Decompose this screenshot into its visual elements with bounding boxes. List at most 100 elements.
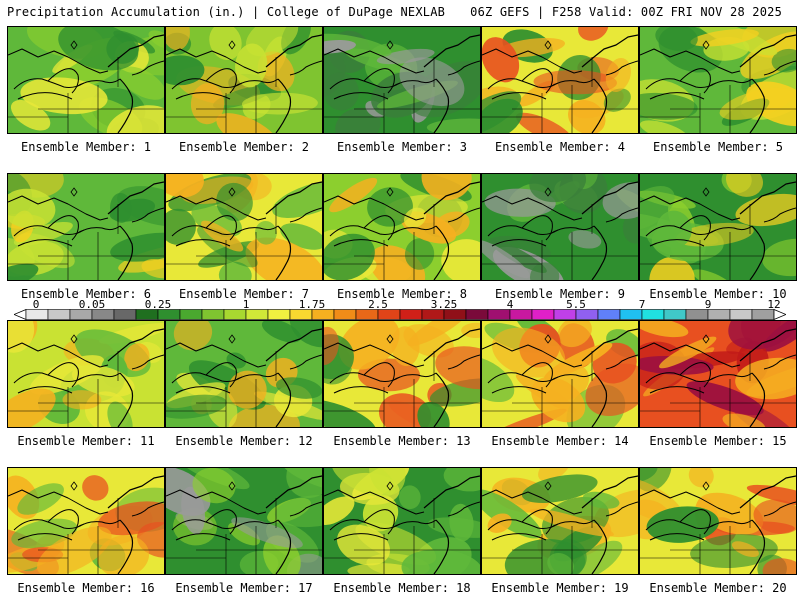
legend-color-swatch [509, 309, 533, 320]
legend-color-swatch [245, 309, 269, 320]
precipitation-map-graphic [640, 321, 796, 427]
precipitation-map-graphic [324, 174, 480, 280]
precipitation-map-graphic [166, 468, 322, 574]
legend-color-swatch [531, 309, 555, 320]
precipitation-map-graphic [8, 468, 164, 574]
legend-color-swatch [399, 309, 423, 320]
precipitation-map-graphic [166, 321, 322, 427]
legend-color-swatch [421, 309, 445, 320]
ensemble-member-label: Ensemble Member: 19 [491, 581, 629, 595]
legend-tick-label: 4 [506, 298, 514, 311]
ensemble-member-panel: Ensemble Member: 15 [639, 320, 797, 448]
precipitation-map-graphic [166, 174, 322, 280]
precipitation-map [481, 467, 639, 575]
ensemble-member-panel: Ensemble Member: 20 [639, 467, 797, 595]
legend-color-swatch [25, 309, 49, 320]
precipitation-map [323, 467, 481, 575]
ensemble-member-label: Ensemble Member: 14 [491, 434, 629, 448]
precipitation-map [323, 173, 481, 281]
ensemble-member-panel: Ensemble Member: 1 [7, 26, 165, 154]
legend-color-swatch [47, 309, 71, 320]
legend-tick-label: 7 [638, 298, 646, 311]
ensemble-member-label: Ensemble Member: 11 [17, 434, 155, 448]
legend-color-swatch [377, 309, 401, 320]
ensemble-member-label: Ensemble Member: 12 [175, 434, 313, 448]
precipitation-map-graphic [482, 174, 638, 280]
legend-color-swatch [267, 309, 291, 320]
legend-color-swatch [641, 309, 665, 320]
precipitation-map [639, 173, 797, 281]
product-title: Precipitation Accumulation (in.) | Colle… [7, 5, 446, 19]
legend-color-swatch [91, 309, 115, 320]
legend-color-swatch [201, 309, 225, 320]
precipitation-map [323, 26, 481, 134]
legend-color-swatch [685, 309, 709, 320]
precipitation-map-graphic [166, 27, 322, 133]
precipitation-map [7, 320, 165, 428]
precipitation-map [165, 26, 323, 134]
precipitation-map-graphic [8, 321, 164, 427]
ensemble-member-label: Ensemble Member: 8 [336, 287, 468, 301]
precipitation-map [639, 467, 797, 575]
legend-color-swatch [443, 309, 467, 320]
legend-color-swatch [289, 309, 313, 320]
ensemble-member-label: Ensemble Member: 5 [652, 140, 784, 154]
precipitation-map-graphic [640, 27, 796, 133]
ensemble-member-panel: Ensemble Member: 9 [481, 173, 639, 301]
legend-color-swatch [333, 309, 357, 320]
legend-color-swatch [553, 309, 577, 320]
legend-tick-label: 2.5 [368, 298, 388, 311]
legend-max-arrow [773, 309, 786, 320]
ensemble-member-panel: Ensemble Member: 12 [165, 320, 323, 448]
ensemble-member-label: Ensemble Member: 6 [20, 287, 152, 301]
precipitation-map [481, 26, 639, 134]
legend-color-swatch [135, 309, 159, 320]
ensemble-member-panel: Ensemble Member: 10 [639, 173, 797, 301]
ensemble-member-panel: Ensemble Member: 7 [165, 173, 323, 301]
precipitation-map [7, 173, 165, 281]
legend-color-swatch [751, 309, 775, 320]
ensemble-member-label: Ensemble Member: 3 [336, 140, 468, 154]
ensemble-member-panel: Ensemble Member: 3 [323, 26, 481, 154]
precipitation-map-graphic [482, 27, 638, 133]
ensemble-member-label: Ensemble Member: 10 [649, 287, 787, 301]
precipitation-map-graphic [640, 468, 796, 574]
ensemble-member-panel: Ensemble Member: 14 [481, 320, 639, 448]
ensemble-member-panel: Ensemble Member: 13 [323, 320, 481, 448]
legend-colorbar [14, 309, 786, 320]
ensemble-member-panel: Ensemble Member: 8 [323, 173, 481, 301]
ensemble-member-panel: Ensemble Member: 5 [639, 26, 797, 154]
precipitation-map-graphic [482, 321, 638, 427]
ensemble-member-panel: Ensemble Member: 6 [7, 173, 165, 301]
ensemble-member-panel: Ensemble Member: 4 [481, 26, 639, 154]
ensemble-member-label: Ensemble Member: 9 [494, 287, 626, 301]
run-valid-time: 06Z GEFS | F258 Valid: 00Z FRI NOV 28 20… [470, 5, 782, 19]
legend-tick-label: 5.5 [566, 298, 586, 311]
legend-color-swatch [355, 309, 379, 320]
ensemble-member-label: Ensemble Member: 7 [178, 287, 310, 301]
precipitation-map [481, 320, 639, 428]
legend-color-swatch [729, 309, 753, 320]
ensemble-member-panel: Ensemble Member: 19 [481, 467, 639, 595]
legend-color-swatch [223, 309, 247, 320]
precipitation-map [7, 26, 165, 134]
legend-tick-label: 3.25 [430, 298, 458, 311]
legend-tick-label: 0 [32, 298, 40, 311]
precipitation-map-graphic [8, 27, 164, 133]
legend-color-swatch [597, 309, 621, 320]
ensemble-member-panel: Ensemble Member: 2 [165, 26, 323, 154]
legend-color-swatch [465, 309, 489, 320]
ensemble-member-panel: Ensemble Member: 18 [323, 467, 481, 595]
color-scale-legend: 0 0.05 0.25 1 1.75 2.5 3.25 4 5.5 7 9 12 [14, 298, 786, 320]
legend-tick-label: 12 [767, 298, 781, 311]
precipitation-map [165, 467, 323, 575]
precipitation-map-graphic [8, 174, 164, 280]
precipitation-map [323, 320, 481, 428]
ensemble-member-panel: Ensemble Member: 11 [7, 320, 165, 448]
ensemble-member-panel: Ensemble Member: 17 [165, 467, 323, 595]
legend-color-swatch [707, 309, 731, 320]
legend-tick-label: 1 [242, 298, 250, 311]
precipitation-map [481, 173, 639, 281]
legend-tick-label: 0.05 [78, 298, 106, 311]
precipitation-map [165, 173, 323, 281]
